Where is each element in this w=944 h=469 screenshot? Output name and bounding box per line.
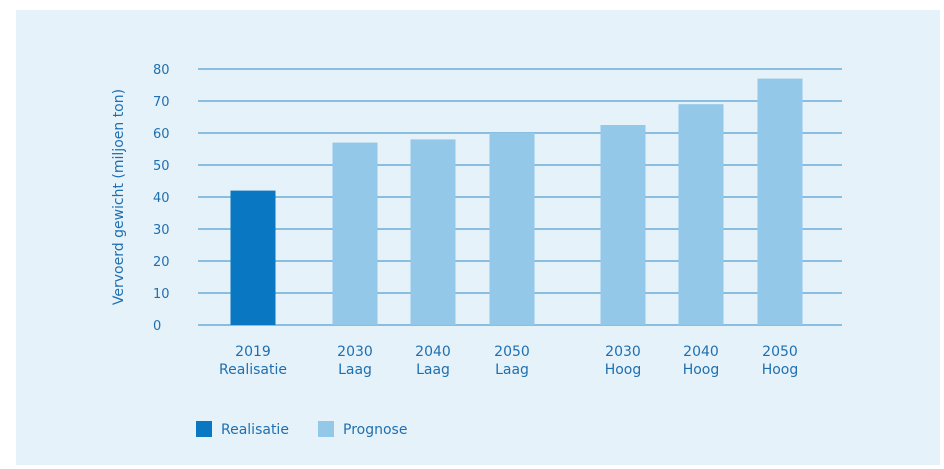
x-label-year: 2050 — [762, 344, 798, 360]
y-axis-ticks: 0 10 20 30 40 50 60 70 80 — [153, 63, 170, 334]
bars — [230, 78, 803, 325]
y-tick-label-40: 40 — [153, 191, 170, 206]
x-label-year: 2030 — [605, 344, 641, 360]
legend-swatch-realisatie — [196, 421, 212, 437]
x-axis-labels: 2019 Realisatie 2030 Laag 2040 Laag 2050 Laag 20… — [219, 344, 798, 378]
y-axis-label: Vervoerd gewicht (miljoen ton) — [111, 89, 127, 305]
y-tick-label-10: 10 — [153, 287, 170, 302]
x-label-scenario: Hoog — [605, 362, 642, 378]
bar-2050-hoog — [757, 78, 803, 325]
bar-2030-laag — [332, 142, 378, 325]
y-tick-label-70: 70 — [153, 95, 170, 110]
bar-2030-hoog — [600, 125, 646, 325]
x-label-scenario: Laag — [416, 362, 450, 378]
y-tick-label-20: 20 — [153, 255, 170, 270]
x-label-scenario: Hoog — [762, 362, 799, 378]
legend-label-prognose: Prognose — [343, 422, 407, 438]
x-label-scenario: Laag — [495, 362, 529, 378]
legend: Realisatie Prognose — [196, 421, 407, 438]
y-tick-label-60: 60 — [153, 127, 170, 142]
bar-2040-hoog — [678, 104, 724, 325]
x-label-scenario: Realisatie — [219, 362, 287, 378]
y-tick-label-80: 80 — [153, 63, 170, 78]
bar-2050-laag — [489, 133, 535, 325]
x-label-year: 2050 — [494, 344, 530, 360]
y-tick-label-0: 0 — [153, 319, 161, 334]
x-label-scenario: Laag — [338, 362, 372, 378]
chart-panel: 0 10 20 30 40 50 60 70 80 2019 Realisatie 2030 Laag… — [16, 10, 940, 465]
x-label-year: 2019 — [235, 344, 271, 360]
bar-2040-laag — [410, 139, 456, 325]
x-label-year: 2030 — [337, 344, 373, 360]
x-label-year: 2040 — [683, 344, 719, 360]
x-label-scenario: Hoog — [683, 362, 720, 378]
legend-label-realisatie: Realisatie — [221, 422, 289, 438]
legend-swatch-prognose — [318, 421, 334, 437]
bar-2019-realisatie — [230, 190, 276, 325]
x-label-year: 2040 — [415, 344, 451, 360]
y-tick-label-50: 50 — [153, 159, 170, 174]
y-tick-label-30: 30 — [153, 223, 170, 238]
